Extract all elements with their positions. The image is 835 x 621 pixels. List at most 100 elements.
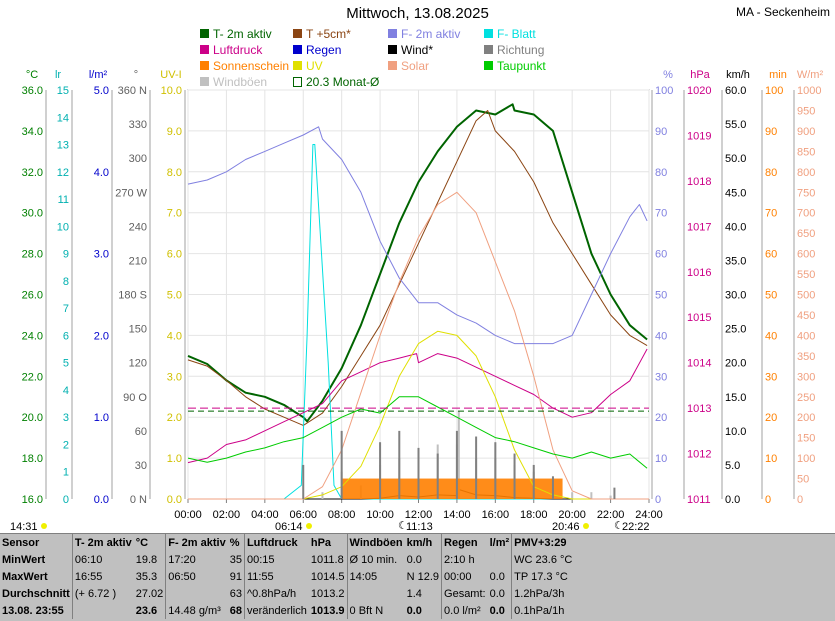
- summary-cell: veränderlich: [243, 602, 309, 619]
- x-tick-label: 16:00: [482, 509, 510, 521]
- x-tick-label: 04:00: [251, 509, 279, 521]
- axis-tick-left: 1: [63, 467, 69, 479]
- legend-swatch: [200, 29, 209, 38]
- axis-tick-left: 0.0: [167, 494, 182, 506]
- axis-tick-right: 50: [655, 290, 667, 302]
- axis-tick-left: 2: [63, 439, 69, 451]
- axis-tick-right: 1020: [687, 85, 711, 97]
- axis-unit-right: km/h: [726, 69, 750, 81]
- sunset-time: 20:46: [552, 521, 580, 533]
- axis-unit-right: min: [769, 69, 787, 81]
- series-line-t-2m-aktiv: [187, 103, 648, 423]
- axis-tick-right: 300: [797, 371, 815, 383]
- axis-tick-right: 5.0: [725, 460, 740, 472]
- axis-tick-right: 0.0: [725, 494, 740, 506]
- axis-tick-left: 300: [129, 153, 147, 165]
- summary-cell: 13.08. 23:55: [2, 604, 64, 617]
- legend-label: Wind*: [401, 43, 433, 57]
- summary-cell: Sensor: [2, 536, 40, 549]
- axis-tick-left: 16.0: [22, 494, 43, 506]
- summary-cell: Luftdruck: [243, 534, 309, 551]
- legend-swatch: [293, 77, 302, 87]
- axis-tick-right: 350: [797, 351, 815, 363]
- summary-cell: 1013.2: [310, 587, 345, 600]
- series-line-f-2m-aktiv: [187, 126, 648, 345]
- axis-tick-left: 5.0: [167, 290, 182, 302]
- axis-tick-right: 1018: [687, 176, 711, 188]
- axis-tick-left: 4: [63, 385, 69, 397]
- summary-cell: 14:05: [346, 568, 405, 585]
- axis-tick-left: 10: [57, 221, 69, 233]
- axis-unit-left: UV-I: [160, 69, 181, 81]
- axis-unit-right: W/m²: [797, 69, 824, 81]
- axis-tick-right: 800: [797, 167, 815, 179]
- legend-swatch: [484, 61, 493, 70]
- chart-title: Mittwoch, 13.08.2025: [346, 5, 489, 22]
- moonrise-time: 11:13: [406, 521, 433, 533]
- axis-tick-left: 1.0: [167, 453, 182, 465]
- weather-chart: °C36.034.032.030.028.026.024.022.020.018…: [10, 27, 824, 533]
- axis-tick-left: 90 O: [123, 392, 147, 404]
- axis-tick-right: 90: [655, 126, 667, 138]
- series-line-t-5cm-: [187, 110, 648, 426]
- summary-cell: 0 Bft N: [346, 602, 405, 619]
- axis-tick-left: 7: [63, 303, 69, 315]
- summary-cell: 14.48 g/m³: [165, 602, 228, 619]
- axis-tick-right: 15.0: [725, 392, 746, 404]
- summary-cell: Durchschnitt: [2, 587, 70, 600]
- summary-cell: 0.0 l/m²: [441, 602, 488, 619]
- x-tick-label: 00:00: [174, 509, 202, 521]
- legend-label: Regen: [306, 43, 341, 57]
- legend-label: Taupunkt: [497, 59, 546, 73]
- axis-tick-right: 70: [765, 208, 777, 220]
- axis-tick-right: 50: [797, 474, 809, 486]
- axis-tick-right: 100: [765, 85, 783, 97]
- legend-label: F- Blatt: [497, 27, 536, 41]
- sun-icon: [306, 523, 312, 529]
- summary-cell: 35: [229, 553, 242, 566]
- axis-tick-right: 1013: [687, 403, 711, 415]
- axis-tick-right: 20: [655, 412, 667, 424]
- summary-row: Durchschnitt (+ 6.72 ) 27.02 63 ^0.8hPa/h 101…: [0, 585, 575, 602]
- summary-cell: 1013.9: [310, 604, 345, 617]
- summary-panel: Sensor T- 2m aktiv °C F- 2m aktiv% Luftdruck…: [0, 533, 835, 621]
- axis-tick-right: 35.0: [725, 255, 746, 267]
- x-tick-label: 14:00: [443, 509, 471, 521]
- summary-row: 13.08. 23:55 23.6 14.48 g/m³ 68 veränderlich…: [0, 602, 575, 619]
- summary-cell: TP 17.3 °C: [511, 568, 575, 585]
- legend-swatch: [388, 29, 397, 38]
- summary-cell: 1.4: [406, 587, 422, 600]
- axis-tick-right: 400: [797, 330, 815, 342]
- summary-cell: 0.1hPa/1h: [511, 602, 575, 619]
- axis-tick-left: 6: [63, 330, 69, 342]
- axis-tick-right: 1012: [687, 449, 711, 461]
- summary-cell: 00:15: [243, 551, 309, 568]
- axis-unit-left: °: [134, 69, 138, 81]
- axis-tick-left: 240: [129, 221, 147, 233]
- axis-tick-left: 20.0: [22, 412, 43, 424]
- legend-swatch: [200, 45, 209, 54]
- summary-cell: [165, 585, 228, 602]
- legend-label: Richtung: [497, 43, 544, 57]
- axis-tick-right: 600: [797, 249, 815, 261]
- x-tick-label: 06:00: [289, 509, 317, 521]
- legend-label: T +5cm*: [306, 27, 351, 41]
- axis-tick-right: 20.0: [725, 358, 746, 370]
- summary-cell: 2:10 h: [441, 551, 488, 568]
- x-tick-label: 18:00: [520, 509, 548, 521]
- axis-tick-left: 3.0: [167, 371, 182, 383]
- axis-tick-right: 450: [797, 310, 815, 322]
- summary-cell: hPa: [310, 536, 332, 549]
- axis-tick-right: 1019: [687, 130, 711, 142]
- axis-tick-left: 13: [57, 140, 69, 152]
- summary-header-row: Sensor T- 2m aktiv °C F- 2m aktiv% Luftdruck…: [0, 534, 575, 551]
- axis-tick-left: 28.0: [22, 249, 43, 261]
- axis-tick-left: 5.0: [94, 85, 109, 97]
- legend-label: Solar: [401, 59, 429, 73]
- axis-unit-left: lr: [55, 69, 61, 81]
- axis-tick-right: 0: [797, 494, 803, 506]
- legend-label: Windböen: [213, 75, 267, 89]
- axis-tick-left: 0 N: [130, 494, 147, 506]
- summary-cell: 27.02: [135, 587, 164, 600]
- axis-tick-left: 7.0: [167, 208, 182, 220]
